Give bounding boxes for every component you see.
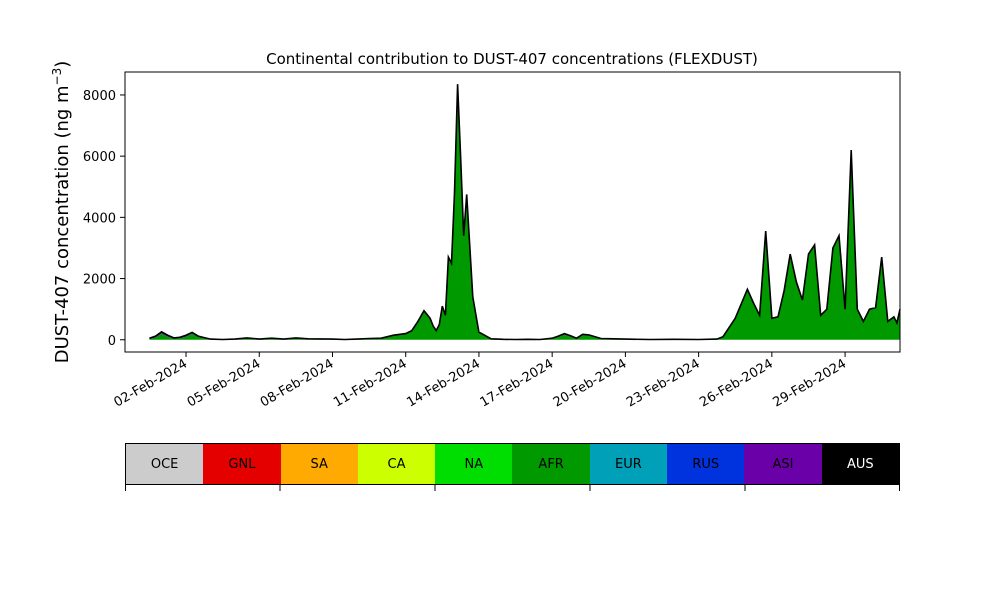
x-tick-label: 02-Feb-2024: [111, 356, 190, 410]
legend-entry-aus: AUS: [821, 444, 899, 484]
plot-frame: [124, 71, 901, 353]
continent-legend: OCE GNL SA CA NA AFR EUR RUS ASI AUS: [125, 443, 900, 485]
x-tick-label: 29-Feb-2024: [771, 356, 850, 410]
x-tick-label: 05-Feb-2024: [185, 356, 264, 410]
y-tick-label: 4000: [83, 211, 116, 226]
series-line-aus: [149, 84, 901, 341]
legend-entry-na: NA: [435, 444, 513, 484]
area-afr: [149, 84, 900, 340]
y-axis-label-close: ): [52, 61, 73, 68]
legend-entry-afr: AFR: [512, 444, 590, 484]
x-tick-label: 11-Feb-2024: [331, 356, 410, 410]
y-axis-label-superscript: −3: [50, 68, 64, 86]
legend-entry-oce: OCE: [126, 444, 204, 484]
legend-entry-gnl: GNL: [203, 444, 281, 484]
legend-entry-eur: EUR: [589, 444, 668, 484]
legend-ticks: [125, 485, 900, 491]
legend-entry-ca: CA: [357, 444, 436, 484]
legend-entry-asi: ASI: [744, 444, 822, 484]
legend-entry-sa: SA: [280, 444, 358, 484]
y-tick-label: 0: [108, 334, 116, 349]
legend-entry-rus: RUS: [667, 444, 745, 484]
y-axis-label-text: DUST-407 concentration (ng m: [52, 85, 73, 363]
y-tick-label: 6000: [83, 150, 116, 165]
x-tick-label: 14-Feb-2024: [404, 356, 483, 410]
y-tick-label: 8000: [83, 89, 116, 104]
x-tick-label: 08-Feb-2024: [258, 356, 337, 410]
plot-area: [124, 71, 901, 353]
area-layers: [149, 84, 900, 340]
x-tick-label: 17-Feb-2024: [478, 356, 557, 410]
x-tick-label: 23-Feb-2024: [624, 356, 703, 410]
y-axis-label: DUST-407 concentration (ng m−3): [50, 61, 73, 364]
x-tick-label: 26-Feb-2024: [697, 356, 776, 410]
x-tick-label: 20-Feb-2024: [551, 356, 630, 410]
y-axis: 0 2000 4000 6000 8000: [83, 89, 125, 349]
x-axis: 02-Feb-202405-Feb-202408-Feb-202411-Feb-…: [111, 352, 849, 410]
chart-title: Continental contribution to DUST-407 con…: [266, 50, 758, 68]
y-tick-label: 2000: [83, 273, 116, 288]
